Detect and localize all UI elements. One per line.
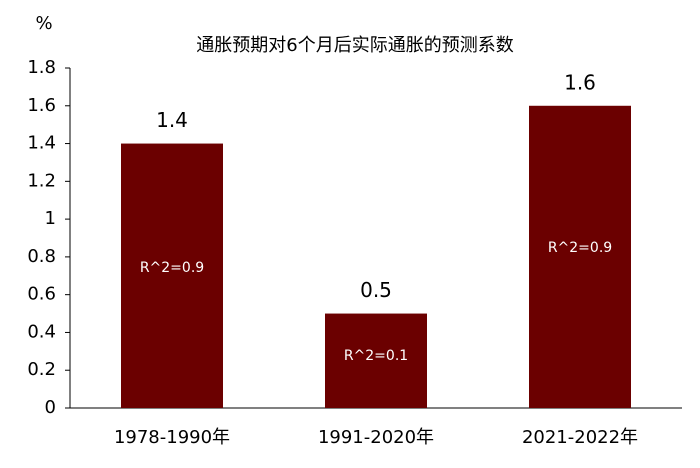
bar-annotation: R^2=0.1 bbox=[344, 348, 408, 364]
y-tick-label: 1.6 bbox=[27, 95, 56, 116]
bar-annotation: R^2=0.9 bbox=[548, 240, 612, 256]
y-tick-label: 1 bbox=[45, 208, 56, 229]
chart-title: 通胀预期对6个月后实际通胀的预测系数 bbox=[196, 35, 513, 56]
bar bbox=[121, 143, 223, 409]
value-label: 1.6 bbox=[564, 70, 596, 94]
value-label: 1.4 bbox=[156, 108, 188, 132]
bar-annotation: R^2=0.9 bbox=[140, 260, 204, 276]
y-tick-label: 0 bbox=[45, 397, 56, 418]
y-tick-label: 0.2 bbox=[27, 359, 56, 380]
y-tick-label: 1.2 bbox=[27, 170, 56, 191]
y-tick-label: 1.4 bbox=[27, 133, 56, 154]
x-tick-label: 1978-1990年 bbox=[114, 427, 230, 448]
bar bbox=[325, 313, 427, 408]
bar bbox=[529, 105, 631, 409]
x-tick-label: 2021-2022年 bbox=[522, 427, 638, 448]
y-tick-label: 0.6 bbox=[27, 284, 56, 305]
y-tick-label: 0.4 bbox=[27, 321, 56, 342]
x-tick-label: 1991-2020年 bbox=[318, 427, 434, 448]
value-label: 0.5 bbox=[360, 278, 392, 302]
y-tick-label: 0.8 bbox=[27, 246, 56, 267]
y-axis-unit: % bbox=[35, 13, 52, 34]
y-tick-label: 1.8 bbox=[27, 57, 56, 78]
